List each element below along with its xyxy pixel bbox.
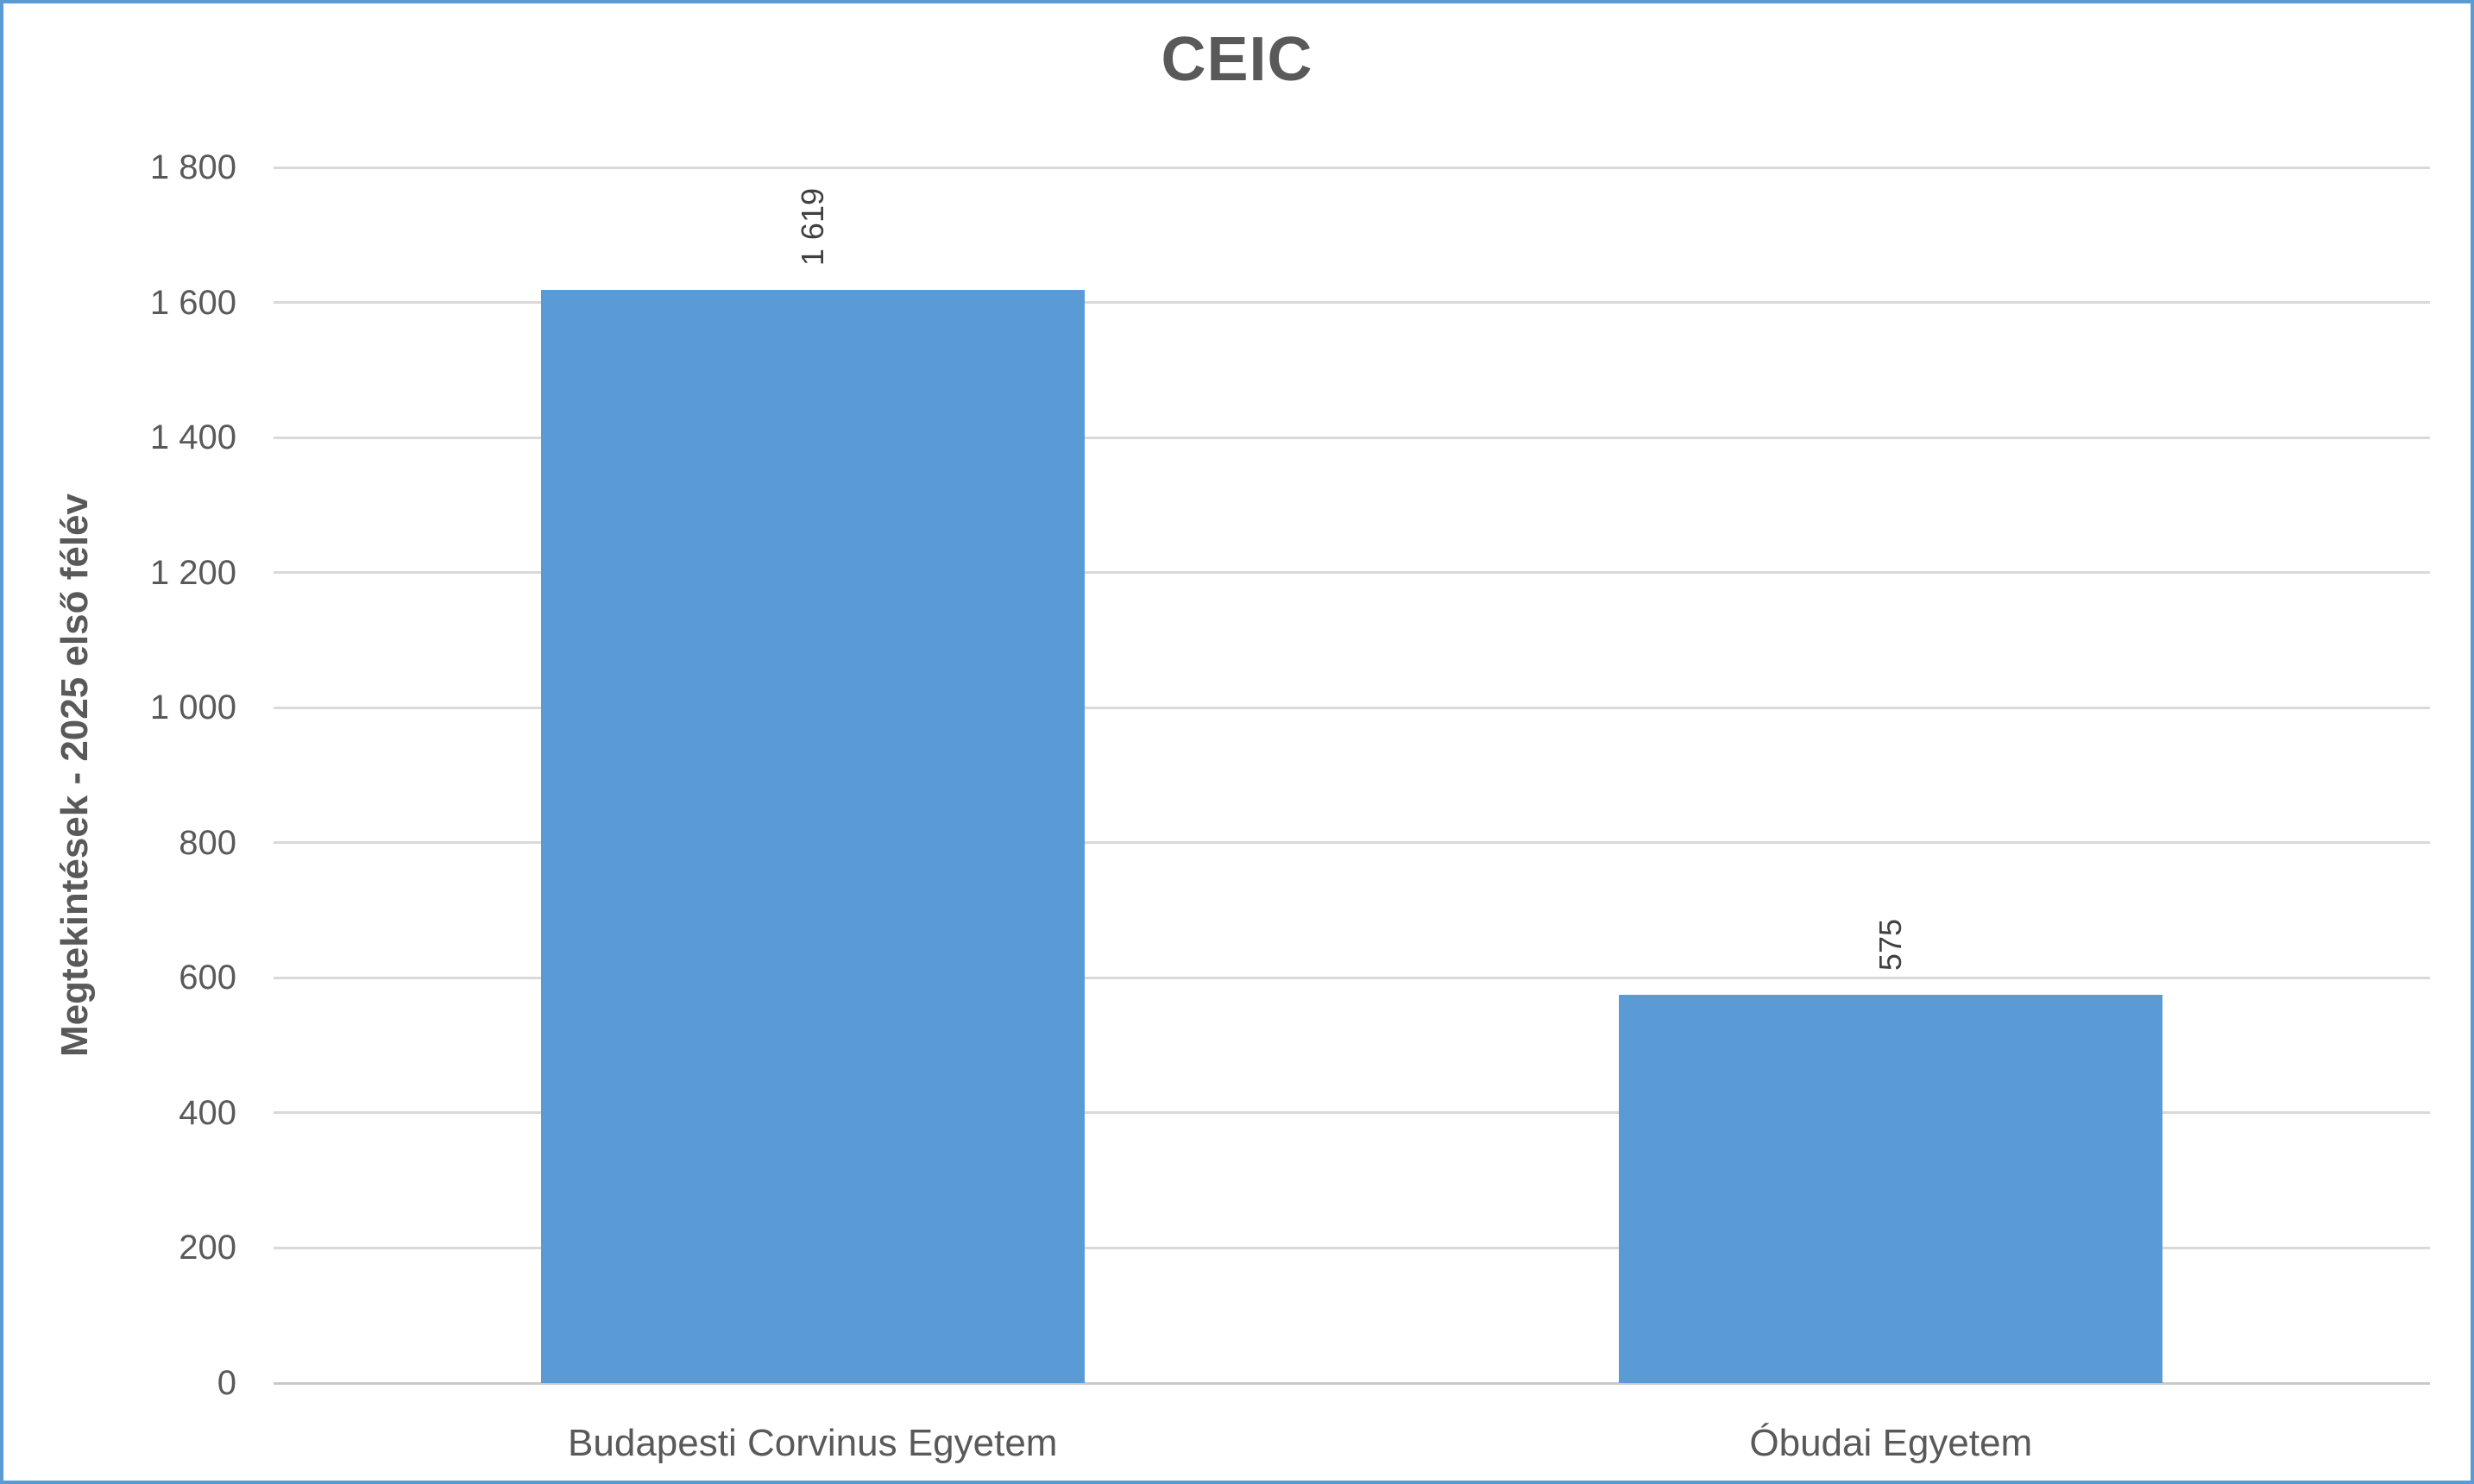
y-axis-tick-label: 0 — [217, 1364, 236, 1402]
x-axis-category-label: Óbudai Egyetem — [1749, 1422, 2033, 1464]
gridline — [274, 166, 2430, 169]
gridline — [274, 301, 2430, 305]
x-axis-category-label: Budapesti Corvinus Egyetem — [568, 1422, 1058, 1464]
gridline — [274, 436, 2430, 439]
gridline — [274, 841, 2430, 845]
y-axis-tick-label: 1 200 — [149, 553, 236, 592]
bar-0 — [540, 289, 1085, 1383]
data-label: 575 — [1873, 918, 1909, 971]
y-axis-tick-label: 800 — [179, 823, 236, 862]
y-axis-tick-label: 600 — [179, 959, 236, 997]
bar-1 — [1619, 994, 2163, 1383]
gridline — [274, 1246, 2430, 1249]
chart-title: CEIC — [1161, 25, 1313, 94]
y-axis-tick-label: 1 800 — [149, 148, 236, 186]
y-axis-title: Megtekintések - 2025 első félév — [54, 494, 96, 1057]
data-label: 1 619 — [794, 187, 830, 266]
y-axis-tick-label: 400 — [179, 1093, 236, 1132]
gridline — [274, 571, 2430, 575]
gridline — [274, 1111, 2430, 1115]
y-axis-tick-label: 200 — [179, 1229, 236, 1267]
y-axis-tick-label: 1 000 — [149, 689, 236, 727]
gridline — [274, 976, 2430, 979]
plot-area — [274, 166, 2430, 1385]
y-axis-tick-label: 1 600 — [149, 283, 236, 322]
x-axis-line — [274, 1381, 2430, 1385]
y-axis-tick-label: 1 400 — [149, 418, 236, 457]
gridline — [274, 706, 2430, 709]
